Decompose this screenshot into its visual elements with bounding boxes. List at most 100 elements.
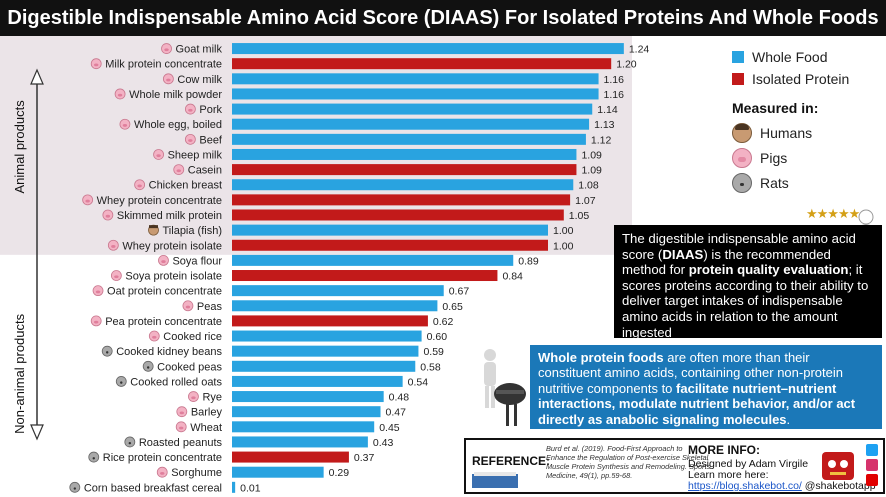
- diaas-definition-box: The digestible indispensable amino acid …: [614, 225, 882, 340]
- bar: [232, 375, 403, 387]
- learn-more: Learn more here:: [688, 469, 769, 481]
- measured-rats: Rats: [732, 170, 882, 195]
- definition-part-3: ; it scores proteins according to their …: [622, 262, 869, 340]
- measured-humans-label: Humans: [760, 124, 813, 141]
- bar-label: Whey protein isolate: [122, 240, 222, 252]
- bar: [232, 209, 564, 221]
- bar-label: Soya protein isolate: [125, 271, 222, 283]
- bar: [232, 300, 438, 312]
- pig-snout-icon: [188, 108, 193, 112]
- reference-box: REFERENCE: Burd et al. (2019). Food-Firs…: [464, 438, 885, 494]
- blog-link[interactable]: https://blog.shakebot.co/: [688, 480, 802, 492]
- bar-label: Rice protein concentrate: [103, 452, 222, 464]
- value-label: 0.84: [502, 271, 523, 283]
- reference-label: REFERENCE:: [472, 454, 551, 468]
- rat-nose-icon: [73, 487, 77, 490]
- definition-part-1: The digestible indispensable amino acid …: [622, 231, 856, 262]
- bar: [232, 239, 548, 251]
- bar-label: Corn based breakfast cereal: [84, 482, 222, 494]
- twitter-icon[interactable]: [866, 444, 878, 456]
- bar: [232, 406, 381, 418]
- pig-snout-icon: [111, 245, 116, 248]
- bar: [232, 360, 416, 372]
- value-label: 1.20: [616, 59, 637, 71]
- pig-snout-icon: [114, 275, 119, 279]
- bar: [232, 148, 577, 160]
- bar: [232, 254, 514, 266]
- whole-food-swatch: [732, 51, 744, 63]
- value-label: 1.14: [597, 104, 618, 116]
- social-icons: [866, 444, 880, 489]
- definition-diaas: DIAAS: [662, 246, 704, 262]
- value-label: 0.54: [408, 376, 429, 388]
- value-label: 1.00: [553, 240, 574, 252]
- bar-label: Skimmed milk protein: [117, 210, 222, 222]
- youtube-icon[interactable]: [866, 474, 878, 486]
- value-label: 0.37: [354, 452, 375, 464]
- bar-label: Milk protein concentrate: [105, 59, 222, 71]
- bar-label: Goat milk: [176, 44, 223, 56]
- rat-nose-icon: [128, 441, 132, 445]
- pig-snout-icon: [152, 335, 157, 339]
- whole-protein-foods: Whole protein foods: [538, 350, 664, 365]
- instagram-icon[interactable]: [866, 459, 878, 471]
- book-icon: [470, 470, 520, 490]
- bar: [232, 451, 349, 463]
- bar: [232, 88, 599, 100]
- rat-icon: [115, 376, 127, 387]
- legend-isolated-protein-label: Isolated Protein: [752, 71, 850, 87]
- bar-label: Whey protein concentrate: [97, 195, 222, 207]
- value-label: 1.24: [629, 44, 650, 56]
- bar-label: Whole egg, boiled: [134, 119, 222, 131]
- page-title: Digestible Indispensable Amino Acid Scor…: [0, 0, 886, 36]
- group-arrow-up-head: [30, 68, 44, 85]
- pig-snout-icon: [161, 260, 166, 263]
- value-label: 1.07: [575, 195, 596, 207]
- value-label: 1.05: [569, 210, 590, 222]
- diaas-bar-chart: Animal products Non-animal products Goat m…: [0, 36, 650, 494]
- bar-label: Sorghume: [171, 467, 222, 479]
- rat-nose-icon: [120, 381, 123, 384]
- bar: [232, 330, 422, 342]
- rating-stars: ★★★★★: [806, 206, 860, 221]
- human-icon: [732, 122, 752, 143]
- whole-protein-box: Whole protein foods are often more than …: [530, 345, 882, 429]
- bar-label: Chicken breast: [149, 180, 222, 192]
- definition-part-2: ) is the recommended method for: [622, 246, 831, 278]
- bar-label: Cooked kidney beans: [116, 346, 222, 358]
- measured-pigs-label: Pigs: [760, 149, 788, 166]
- definition-protein-quality: protein quality evaluation: [688, 262, 849, 278]
- value-label: 0.45: [379, 422, 400, 434]
- bar-label: Wheat: [190, 422, 222, 434]
- bar: [232, 179, 574, 191]
- pig-snout-icon: [179, 411, 185, 415]
- bar: [232, 315, 428, 327]
- value-label: 0.58: [420, 361, 441, 373]
- bar-label: Pork: [199, 104, 222, 116]
- rat-nose-icon: [146, 366, 150, 369]
- pig-snout-icon: [105, 214, 111, 218]
- designed-by: Designed by Adam Virgile: [688, 458, 809, 470]
- value-label: 1.09: [581, 149, 602, 161]
- group-label-non-animal: Non-animal products: [12, 313, 27, 433]
- bar-label: Peas: [197, 301, 223, 313]
- bar: [232, 103, 593, 115]
- bar-label: Soya flour: [172, 255, 222, 267]
- value-label: 1.13: [594, 119, 615, 131]
- value-label: 1.12: [591, 134, 612, 146]
- rat-icon: [732, 172, 752, 193]
- value-label: 0.65: [442, 301, 463, 313]
- bar-label: Casein: [188, 165, 222, 177]
- social-handle: @shakebotapp: [801, 480, 876, 492]
- bar: [232, 224, 548, 236]
- whole-protein-part-1: are often more than their constituent am…: [538, 350, 843, 396]
- value-label: 1.16: [604, 89, 625, 101]
- pig-snout-icon: [164, 48, 169, 52]
- rat-nose-icon: [92, 457, 95, 460]
- pig-snout-icon: [185, 305, 191, 309]
- pig-snout-icon: [156, 154, 161, 158]
- bar: [232, 118, 590, 130]
- bar: [232, 58, 612, 70]
- pig-snout-icon: [166, 78, 171, 82]
- pig-snout-icon: [95, 290, 101, 294]
